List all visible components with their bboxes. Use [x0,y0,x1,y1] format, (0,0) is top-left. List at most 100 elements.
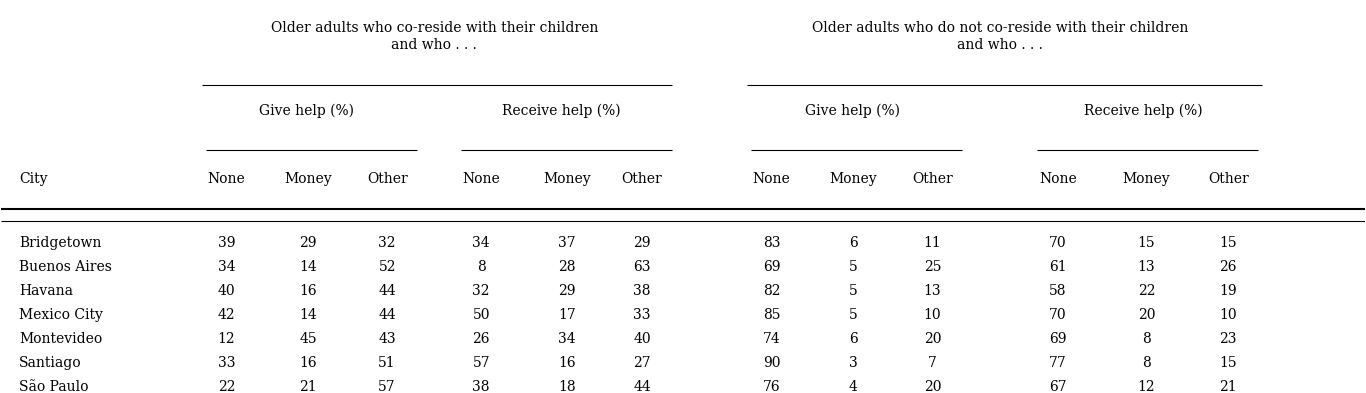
Text: 39: 39 [217,236,235,250]
Text: 83: 83 [762,236,780,250]
Text: 20: 20 [923,332,941,346]
Text: 82: 82 [762,284,780,298]
Text: 16: 16 [299,356,317,370]
Text: 74: 74 [762,332,780,346]
Text: 57: 57 [473,356,490,370]
Text: Buenos Aires: Buenos Aires [19,260,112,274]
Text: 23: 23 [1220,332,1238,346]
Text: None: None [1040,172,1076,186]
Text: 22: 22 [217,380,235,393]
Text: Receive help (%): Receive help (%) [503,103,622,118]
Text: 12: 12 [217,332,235,346]
Text: 63: 63 [634,260,650,274]
Text: 8: 8 [1142,356,1152,370]
Text: 34: 34 [559,332,576,346]
Text: 38: 38 [473,380,490,393]
Text: 14: 14 [299,260,317,274]
Text: 67: 67 [1049,380,1067,393]
Text: 8: 8 [1142,332,1152,346]
Text: 58: 58 [1049,284,1067,298]
Text: 33: 33 [634,308,650,322]
Text: None: None [462,172,500,186]
Text: 40: 40 [217,284,235,298]
Text: 5: 5 [850,284,858,298]
Text: Receive help (%): Receive help (%) [1083,103,1202,118]
Text: 15: 15 [1220,356,1238,370]
Text: 29: 29 [299,236,317,250]
Text: 44: 44 [634,380,652,393]
Text: 15: 15 [1138,236,1156,250]
Text: 20: 20 [923,380,941,393]
Text: 19: 19 [1220,284,1238,298]
Text: 22: 22 [1138,284,1156,298]
Text: 16: 16 [559,356,576,370]
Text: 12: 12 [1138,380,1156,393]
Text: Older adults who co-reside with their children
and who . . .: Older adults who co-reside with their ch… [270,22,598,52]
Text: Other: Other [1208,172,1249,186]
Text: 10: 10 [923,308,941,322]
Text: São Paulo: São Paulo [19,380,89,393]
Text: 90: 90 [762,356,780,370]
Text: Mexico City: Mexico City [19,308,102,322]
Text: 14: 14 [299,308,317,322]
Text: 40: 40 [634,332,652,346]
Text: 26: 26 [473,332,490,346]
Text: Money: Money [284,172,332,186]
Text: 76: 76 [762,380,780,393]
Text: 10: 10 [1220,308,1238,322]
Text: 3: 3 [850,356,858,370]
Text: 21: 21 [1220,380,1238,393]
Text: 4: 4 [848,380,858,393]
Text: 8: 8 [477,260,486,274]
Text: 37: 37 [559,236,576,250]
Text: 33: 33 [217,356,235,370]
Text: 16: 16 [299,284,317,298]
Text: 32: 32 [473,284,490,298]
Text: 5: 5 [850,308,858,322]
Text: Bridgetown: Bridgetown [19,236,101,250]
Text: None: None [208,172,245,186]
Text: 5: 5 [850,260,858,274]
Text: 70: 70 [1049,308,1067,322]
Text: Other: Other [622,172,663,186]
Text: 18: 18 [559,380,576,393]
Text: Havana: Havana [19,284,74,298]
Text: Give help (%): Give help (%) [805,103,900,118]
Text: 52: 52 [378,260,396,274]
Text: 42: 42 [217,308,235,322]
Text: Money: Money [829,172,877,186]
Text: 69: 69 [1049,332,1067,346]
Text: 69: 69 [762,260,780,274]
Text: 17: 17 [559,308,576,322]
Text: 61: 61 [1049,260,1067,274]
Text: 6: 6 [850,332,858,346]
Text: Older adults who do not co-reside with their children
and who . . .: Older adults who do not co-reside with t… [811,22,1188,52]
Text: 13: 13 [1138,260,1156,274]
Text: 29: 29 [634,236,650,250]
Text: 26: 26 [1220,260,1238,274]
Text: 38: 38 [634,284,650,298]
Text: None: None [753,172,791,186]
Text: 44: 44 [378,308,396,322]
Text: 57: 57 [378,380,396,393]
Text: 34: 34 [217,260,235,274]
Text: City: City [19,172,48,186]
Text: Other: Other [367,172,407,186]
Text: Other: Other [912,172,953,186]
Text: 25: 25 [923,260,941,274]
Text: 7: 7 [928,356,937,370]
Text: Money: Money [544,172,591,186]
Text: 51: 51 [378,356,396,370]
Text: 32: 32 [378,236,396,250]
Text: 15: 15 [1220,236,1238,250]
Text: Give help (%): Give help (%) [260,103,354,118]
Text: 77: 77 [1049,356,1067,370]
Text: Money: Money [1123,172,1171,186]
Text: 28: 28 [559,260,576,274]
Text: 44: 44 [378,284,396,298]
Text: 85: 85 [762,308,780,322]
Text: 20: 20 [1138,308,1156,322]
Text: 70: 70 [1049,236,1067,250]
Text: 50: 50 [473,308,490,322]
Text: 11: 11 [923,236,941,250]
